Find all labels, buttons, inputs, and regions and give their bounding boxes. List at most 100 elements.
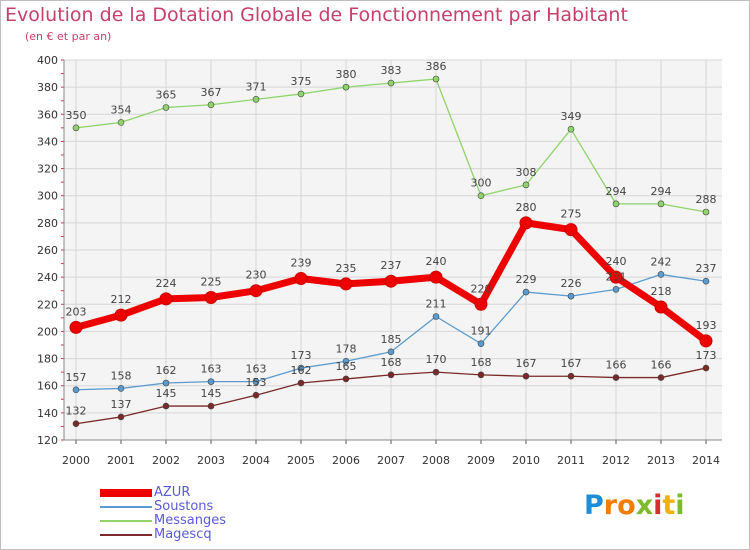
x-tick-label: 2003 — [197, 454, 225, 467]
data-point-messanges — [657, 200, 665, 208]
data-label-azur: 224 — [156, 277, 177, 290]
data-label-soustons: 162 — [156, 364, 177, 377]
data-point-soustons — [567, 292, 575, 300]
data-point-soustons — [207, 378, 215, 385]
legend-item-azur: AZUR — [100, 486, 226, 500]
data-point-soustons — [252, 378, 260, 385]
y-tick-label: 360 — [37, 108, 58, 121]
data-point-magescq — [477, 371, 485, 379]
data-point-azur — [654, 300, 668, 314]
data-point-soustons — [477, 340, 485, 347]
data-label-azur: 212 — [111, 293, 132, 306]
data-point-azur — [204, 291, 218, 304]
data-point-magescq — [567, 372, 575, 380]
logo-letter: i — [675, 490, 685, 521]
data-point-magescq — [612, 374, 620, 381]
data-label-messanges: 294 — [606, 185, 627, 198]
data-point-messanges — [387, 79, 395, 87]
data-point-azur — [249, 284, 263, 298]
data-point-messanges — [297, 90, 305, 98]
data-label-magescq: 168 — [471, 356, 492, 369]
data-label-magescq: 137 — [111, 398, 132, 411]
data-point-magescq — [702, 364, 710, 372]
data-label-magescq: 166 — [651, 359, 672, 372]
logo-letter: x — [635, 490, 654, 521]
data-label-soustons: 231 — [606, 270, 627, 283]
data-label-magescq: 145 — [201, 387, 222, 400]
data-point-azur — [339, 277, 353, 291]
y-tick-label: 340 — [37, 135, 58, 148]
data-point-azur — [159, 292, 173, 306]
data-label-messanges: 349 — [561, 110, 582, 123]
data-label-messanges: 288 — [696, 193, 717, 206]
x-tick-label: 2005 — [287, 454, 315, 467]
data-label-azur: 193 — [696, 319, 717, 332]
chart-title: Evolution de la Dotation Globale de Fonc… — [5, 4, 628, 26]
data-label-magescq: 170 — [426, 353, 447, 366]
data-point-soustons — [522, 288, 530, 296]
legend-label: AZUR — [154, 485, 191, 500]
data-label-azur: 239 — [291, 257, 312, 270]
proxiti-logo: Proxiti — [584, 490, 685, 521]
data-point-magescq — [657, 374, 665, 381]
data-label-soustons: 163 — [246, 363, 267, 376]
legend-item-messanges: Messanges — [100, 514, 226, 528]
data-label-messanges: 365 — [156, 89, 177, 102]
data-point-azur — [564, 223, 578, 237]
data-label-soustons: 163 — [201, 363, 222, 376]
data-label-magescq: 167 — [516, 357, 537, 370]
data-point-messanges — [612, 200, 620, 208]
data-point-soustons — [387, 348, 395, 356]
data-point-messanges — [477, 192, 485, 200]
x-tick-label: 2008 — [422, 454, 450, 467]
data-label-azur: 218 — [651, 285, 672, 298]
data-point-azur — [69, 320, 83, 334]
y-tick-label: 400 — [37, 54, 58, 67]
x-tick-label: 2000 — [62, 454, 90, 467]
data-point-messanges — [702, 208, 710, 216]
y-tick-label: 120 — [37, 434, 58, 447]
x-tick-label: 2014 — [692, 454, 720, 467]
legend-item-soustons: Soustons — [100, 500, 226, 514]
logo-letter: r — [603, 490, 618, 521]
data-point-soustons — [117, 385, 125, 392]
x-tick-label: 2011 — [557, 454, 585, 467]
data-point-magescq — [162, 402, 170, 410]
data-point-magescq — [252, 391, 260, 399]
legend-label: Magescq — [154, 527, 212, 542]
x-tick-label: 2012 — [602, 454, 630, 467]
data-point-soustons — [72, 386, 80, 394]
logo-letter: o — [617, 490, 636, 521]
data-label-soustons: 185 — [381, 333, 402, 346]
data-point-azur — [429, 270, 443, 284]
data-label-messanges: 371 — [246, 80, 267, 93]
data-label-messanges: 383 — [381, 64, 402, 77]
data-point-soustons — [162, 379, 170, 387]
data-label-soustons: 226 — [561, 277, 582, 290]
data-label-soustons: 178 — [336, 342, 357, 355]
data-label-azur: 240 — [606, 255, 627, 268]
y-tick-label: 380 — [37, 81, 58, 94]
logo-letter: t — [662, 490, 676, 521]
y-tick-label: 280 — [37, 217, 58, 230]
y-tick-label: 180 — [37, 353, 58, 366]
y-tick-label: 320 — [37, 163, 58, 176]
data-label-magescq: 153 — [246, 376, 267, 389]
data-label-azur: 203 — [66, 305, 87, 318]
data-point-messanges — [117, 119, 125, 126]
data-label-messanges: 294 — [651, 185, 672, 198]
y-tick-label: 240 — [37, 271, 58, 284]
logo-letter: P — [584, 490, 604, 521]
x-tick-label: 2002 — [152, 454, 180, 467]
data-point-magescq — [522, 372, 530, 380]
data-point-azur — [519, 216, 533, 230]
data-label-messanges: 367 — [201, 86, 222, 99]
data-point-magescq — [117, 413, 125, 421]
data-point-messanges — [432, 75, 440, 83]
x-tick-label: 2010 — [512, 454, 540, 467]
x-tick-label: 2004 — [242, 454, 270, 467]
data-label-messanges: 354 — [111, 103, 132, 116]
x-tick-label: 2001 — [107, 454, 135, 467]
legend-label: Soustons — [154, 499, 214, 514]
